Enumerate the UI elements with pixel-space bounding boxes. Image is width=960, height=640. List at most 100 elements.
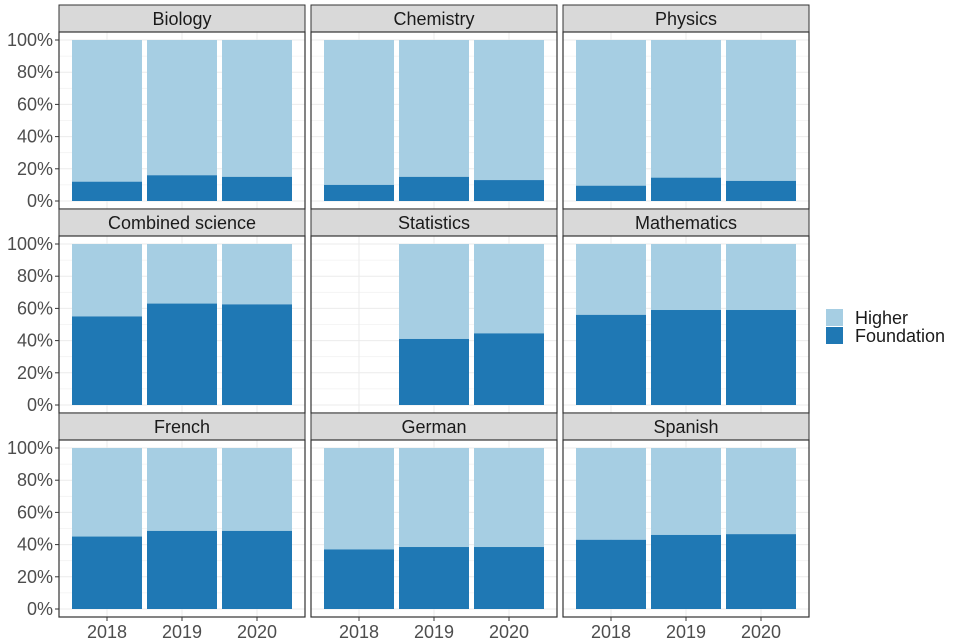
facet-strip (562, 4, 810, 33)
bar-higher-2020 (726, 40, 796, 181)
bar-foundation-2019 (399, 547, 469, 609)
bar-foundation-2020 (474, 333, 544, 405)
bar-foundation-2018 (576, 185, 646, 201)
bar-higher-2018 (576, 448, 646, 540)
x-tick-label: 2018 (339, 622, 379, 640)
legend-swatch-foundation (826, 327, 843, 344)
bar-higher-2020 (222, 40, 292, 177)
bar-higher-2018 (324, 448, 394, 550)
x-tick-label: 2020 (741, 622, 781, 640)
legend-label-foundation: Foundation (855, 326, 945, 346)
bar-higher-2018 (576, 244, 646, 315)
y-tick-label: 40% (17, 127, 53, 147)
y-tick-label: 80% (17, 470, 53, 490)
bar-foundation-2020 (222, 530, 292, 609)
bar-foundation-2018 (72, 316, 142, 405)
facet-title: Spanish (653, 417, 718, 437)
bar-higher-2020 (726, 244, 796, 311)
bar-foundation-2019 (147, 303, 217, 405)
bar-foundation-2019 (651, 177, 721, 201)
y-tick-label: 20% (17, 159, 53, 179)
bar-higher-2020 (222, 244, 292, 305)
x-tick-label: 2019 (414, 622, 454, 640)
bar-foundation-2019 (147, 175, 217, 201)
bar-foundation-2019 (399, 338, 469, 405)
y-tick-label: 100% (7, 234, 53, 254)
y-tick-label: 0% (27, 395, 53, 415)
facet-strip (310, 412, 558, 441)
facet-strip (58, 412, 306, 441)
bar-foundation-2020 (726, 180, 796, 201)
bar-higher-2020 (222, 448, 292, 531)
bar-foundation-2018 (72, 181, 142, 201)
facet-title: Physics (655, 9, 717, 29)
bar-foundation-2020 (474, 180, 544, 201)
bar-higher-2019 (147, 40, 217, 176)
y-tick-label: 20% (17, 363, 53, 383)
y-tick-label: 60% (17, 502, 53, 522)
bar-foundation-2018 (72, 536, 142, 609)
y-tick-label: 0% (27, 191, 53, 211)
bar-higher-2019 (147, 448, 217, 531)
bar-foundation-2019 (651, 534, 721, 609)
x-tick-label: 2018 (87, 622, 127, 640)
x-tick-label: 2018 (591, 622, 631, 640)
bar-higher-2019 (651, 448, 721, 535)
bar-higher-2020 (474, 244, 544, 334)
bar-higher-2019 (399, 40, 469, 177)
facet-title: Statistics (398, 213, 470, 233)
bar-foundation-2020 (222, 176, 292, 201)
x-tick-label: 2019 (162, 622, 202, 640)
bar-higher-2018 (72, 40, 142, 182)
y-tick-label: 60% (17, 298, 53, 318)
y-tick-label: 40% (17, 331, 53, 351)
facet-title: Combined science (108, 213, 256, 233)
bar-higher-2018 (576, 40, 646, 186)
facet-strip (310, 4, 558, 33)
facet-title: Biology (152, 9, 211, 29)
bar-higher-2019 (399, 448, 469, 548)
facet-title: Mathematics (635, 213, 737, 233)
bar-foundation-2018 (576, 314, 646, 405)
bar-foundation-2020 (726, 310, 796, 405)
facet-strip (562, 208, 810, 237)
y-tick-label: 100% (7, 438, 53, 458)
facet-title: Chemistry (393, 9, 474, 29)
bar-foundation-2018 (324, 549, 394, 609)
bar-foundation-2018 (324, 184, 394, 201)
y-tick-label: 0% (27, 599, 53, 619)
bar-higher-2020 (726, 448, 796, 535)
legend-label-higher: Higher (855, 308, 908, 328)
bar-higher-2018 (72, 448, 142, 537)
bar-higher-2018 (324, 40, 394, 185)
bar-foundation-2020 (474, 547, 544, 609)
y-tick-label: 80% (17, 266, 53, 286)
x-tick-label: 2020 (237, 622, 277, 640)
y-tick-label: 60% (17, 94, 53, 114)
x-tick-label: 2020 (489, 622, 529, 640)
bar-foundation-2019 (651, 310, 721, 405)
bar-foundation-2018 (576, 539, 646, 609)
facet-strip (58, 4, 306, 33)
bar-higher-2020 (474, 40, 544, 181)
bar-higher-2019 (399, 244, 469, 339)
bar-higher-2020 (474, 448, 544, 548)
legend-swatch-higher (826, 309, 843, 326)
facet-strip (562, 412, 810, 441)
bar-foundation-2019 (147, 530, 217, 609)
y-tick-label: 100% (7, 30, 53, 50)
x-tick-label: 2019 (666, 622, 706, 640)
y-tick-label: 20% (17, 567, 53, 587)
y-tick-label: 40% (17, 535, 53, 555)
bar-foundation-2020 (222, 304, 292, 405)
facet-strip (58, 208, 306, 237)
bar-foundation-2020 (726, 534, 796, 609)
bar-higher-2018 (72, 244, 142, 317)
facet-title: French (154, 417, 210, 437)
bar-higher-2019 (147, 244, 217, 304)
bar-higher-2019 (651, 244, 721, 311)
bar-higher-2019 (651, 40, 721, 178)
bar-foundation-2019 (399, 176, 469, 201)
y-tick-label: 80% (17, 62, 53, 82)
